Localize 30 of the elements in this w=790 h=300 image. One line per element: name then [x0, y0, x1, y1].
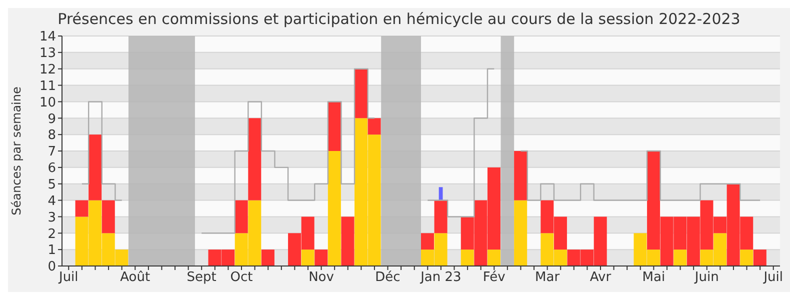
- y-tick-label: 8: [48, 128, 56, 144]
- y-tick-label: 3: [48, 210, 56, 226]
- y-tick-label: 10: [39, 95, 56, 110]
- x-tick-label: Fév: [482, 270, 506, 286]
- y-tick-label: 11: [39, 78, 56, 94]
- x-tick-label: Juin: [694, 270, 719, 286]
- x-tick-label: Août: [120, 270, 150, 286]
- x-tick-label: Oct: [230, 270, 253, 286]
- x-tick-label: Mar: [535, 270, 560, 286]
- y-tick-label: 14: [39, 30, 56, 45]
- y-tick-label: 5: [48, 177, 56, 192]
- x-tick-label: Juil: [58, 270, 78, 286]
- x-tick-label: Sept: [186, 270, 216, 286]
- x-tick-label: Nov: [308, 270, 334, 286]
- y-tick-label: 0: [48, 260, 56, 275]
- x-tick-label: Juil: [762, 270, 783, 286]
- y-tick-label: 4: [48, 194, 56, 209]
- y-axis-title: Séances par semaine: [9, 86, 24, 216]
- chart-title: Présences en commissions et participation en hémicycle au cours de la session 2022-2023: [56, 10, 742, 28]
- x-tick-label: Jan 23: [420, 270, 462, 286]
- y-tick-label: 9: [48, 112, 56, 127]
- x-tick-label: Déc: [375, 270, 400, 286]
- y-tick-label: 6: [48, 161, 56, 176]
- x-tick-label: Mai: [642, 270, 666, 286]
- y-tick-label: 7: [48, 144, 56, 160]
- y-tick-label: 13: [39, 46, 56, 62]
- x-tick-label: Avr: [590, 270, 612, 286]
- y-tick-label: 12: [39, 62, 56, 78]
- y-tick-label: 2: [48, 226, 56, 242]
- y-tick-label: 1: [48, 243, 56, 258]
